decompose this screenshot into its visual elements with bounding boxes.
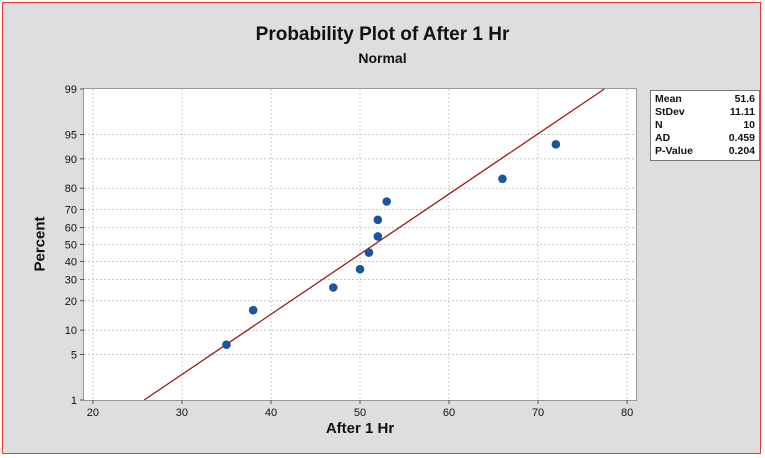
stats-row-ad: AD 0.459 (655, 132, 755, 145)
x-tick-label: 70 (532, 407, 544, 419)
stats-label: Mean (655, 93, 682, 105)
stats-value: 0.459 (728, 132, 755, 144)
stats-row-stdev: StDev 11.11 (655, 106, 755, 119)
y-tick-label: 20 (65, 296, 77, 308)
data-point (373, 215, 383, 225)
y-tick-label: 50 (65, 240, 77, 252)
stats-row-pvalue: P-Value 0.204 (655, 145, 755, 158)
data-point (373, 232, 383, 241)
x-tick-label: 50 (354, 407, 366, 419)
stats-row-n: N 10 (655, 119, 755, 132)
data-point (248, 305, 258, 315)
y-tick-label: 95 (65, 130, 77, 142)
y-tick-label: 30 (65, 275, 77, 287)
y-tick-label: 5 (71, 349, 77, 361)
y-tick-label: 60 (65, 223, 77, 235)
stats-label: P-Value (655, 145, 693, 157)
x-tick-label: 60 (443, 407, 455, 419)
y-tick-label: 90 (65, 154, 77, 166)
stats-label: StDev (655, 106, 685, 118)
stats-value: 11.11 (729, 106, 755, 118)
data-point (222, 340, 231, 349)
chart-subtitle: Normal (358, 50, 407, 66)
fit-line (143, 88, 605, 401)
y-tick-label: 1 (71, 395, 77, 407)
data-point (328, 283, 338, 292)
y-tick-label: 40 (65, 256, 77, 268)
y-tick-label: 99 (65, 84, 77, 96)
y-tick-label: 10 (65, 325, 77, 337)
data-point (551, 140, 561, 149)
data-point (364, 248, 374, 257)
x-tick-label: 80 (621, 407, 633, 419)
x-tick-label: 40 (265, 407, 277, 419)
data-point (382, 197, 392, 206)
chart-title: Probability Plot of After 1 Hr (255, 24, 510, 45)
data-point (355, 264, 365, 274)
x-tick-label: 30 (176, 407, 188, 419)
stats-value: 10 (743, 119, 755, 131)
y-tick-label: 80 (65, 183, 77, 195)
x-axis-label: After 1 Hr (325, 420, 395, 437)
stats-row-mean: Mean 51.6 (655, 93, 755, 106)
data-point (498, 174, 507, 184)
x-tick-label: 20 (87, 407, 99, 419)
y-tick-label: 70 (65, 204, 77, 216)
stats-value: 0.204 (728, 145, 755, 157)
stats-value: 51.6 (734, 93, 755, 105)
stats-legend: Mean 51.6 StDev 11.11 N 10 AD 0.459 P-Va… (650, 90, 760, 161)
stats-label: AD (655, 132, 671, 144)
stats-label: N (655, 119, 663, 131)
